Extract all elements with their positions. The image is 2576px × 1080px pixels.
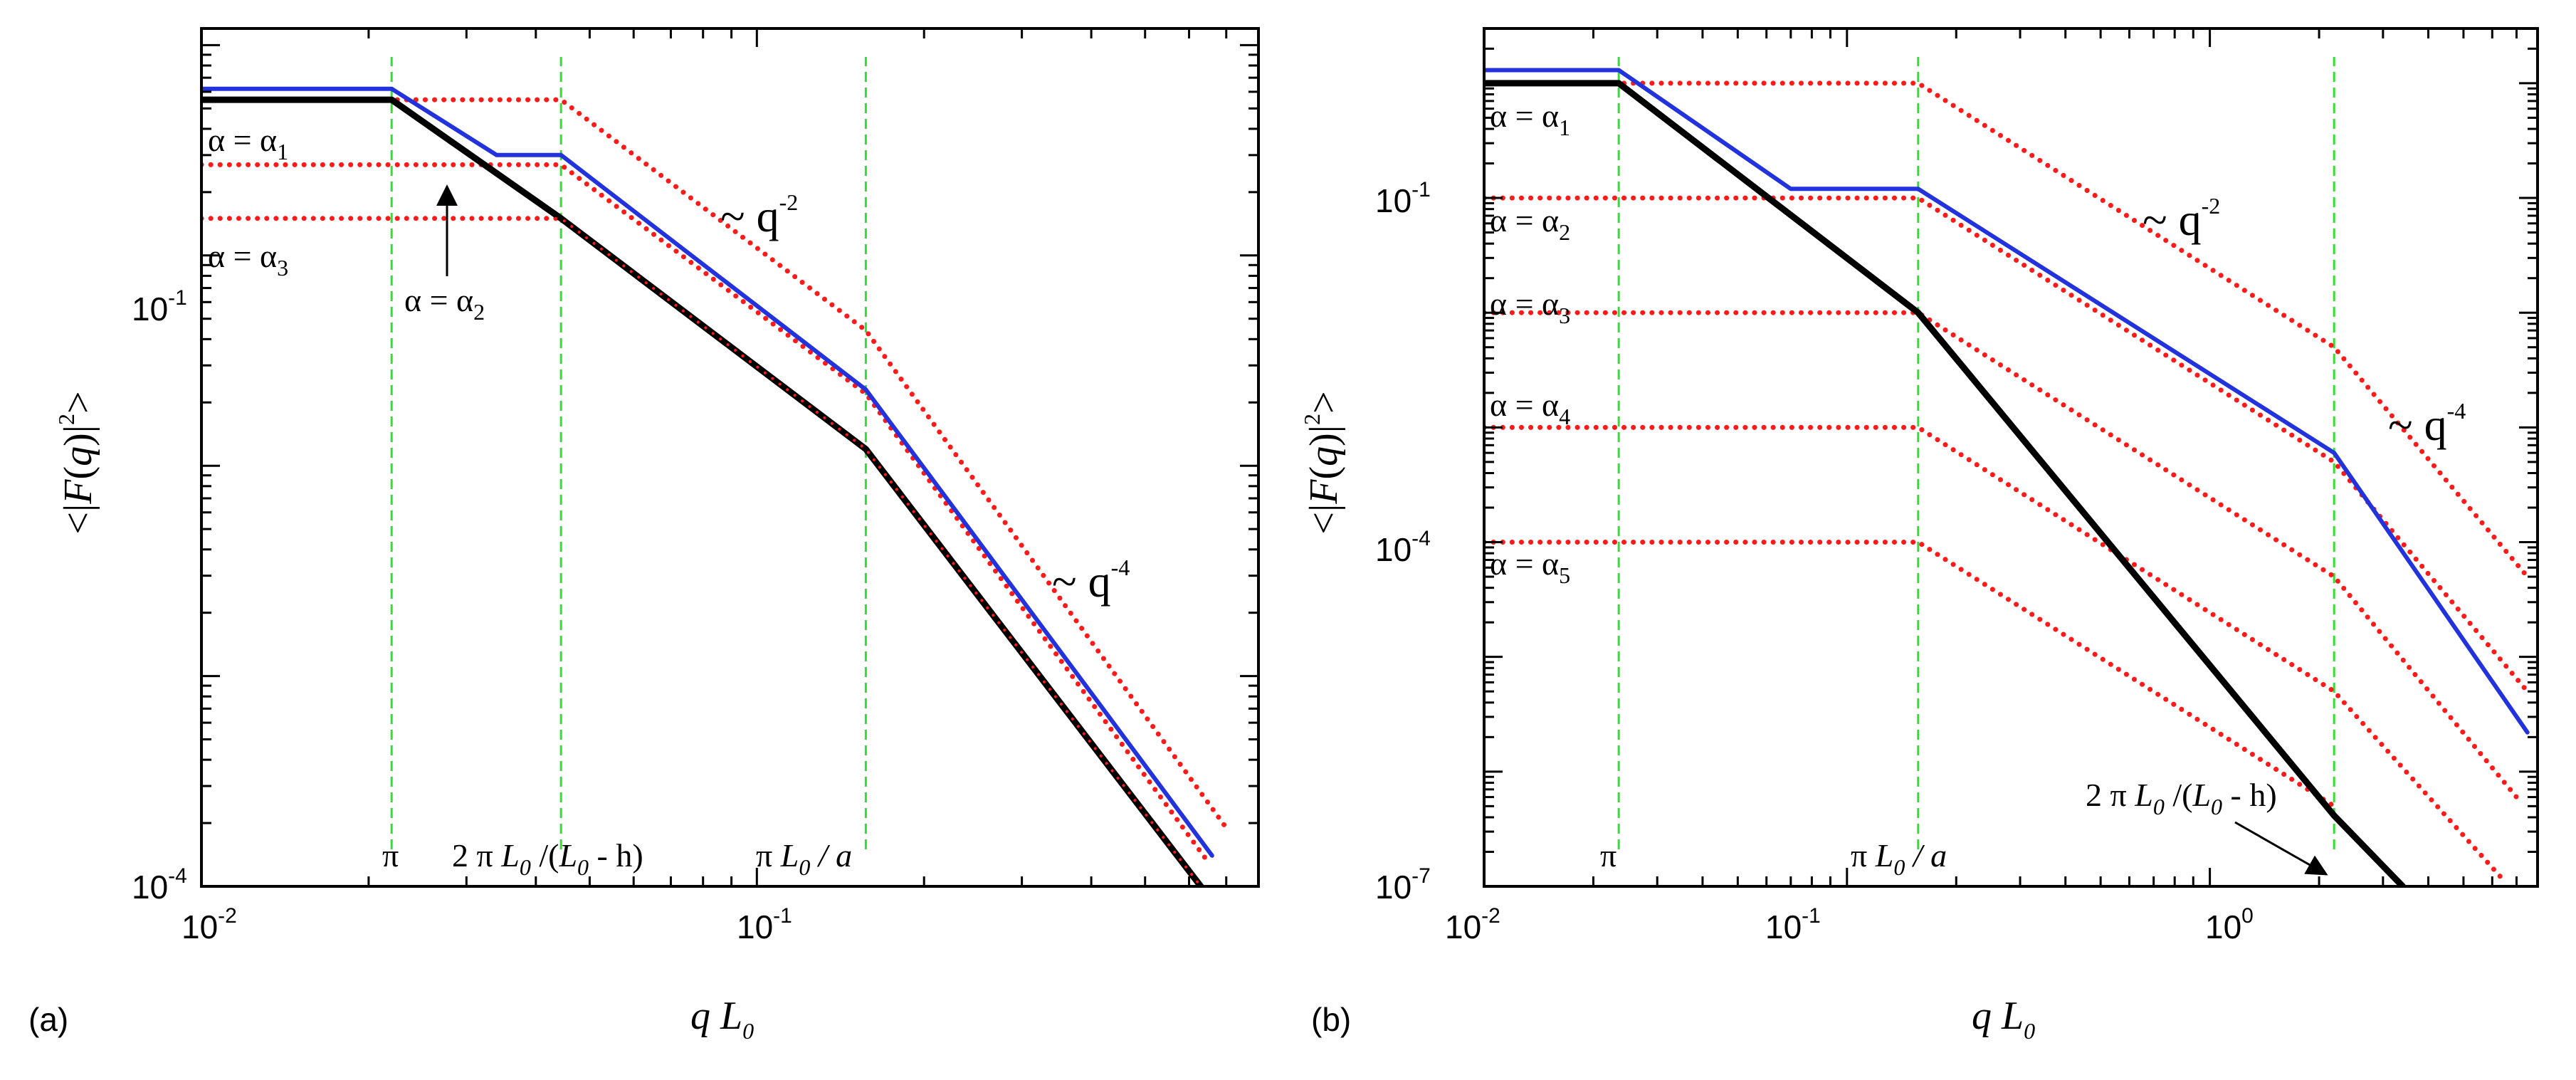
a-panel-tag: (a) <box>28 1001 68 1038</box>
a-alpha2-label: α = α2 <box>404 282 485 325</box>
a-xtick-1e-2: 10-2 <box>182 904 237 945</box>
b-alpha5-label: α = α5 <box>1490 545 1570 588</box>
b-alpha3-label: α = α3 <box>1490 285 1570 328</box>
a-tick-marks <box>200 28 1260 888</box>
b-series-dotted-alpha4 <box>1484 424 2508 884</box>
b-ytick-1e-7: 10-7 <box>1375 864 1431 906</box>
b-series-black-total <box>1484 80 2407 886</box>
b-series-dotted-alpha3 <box>1484 310 2519 800</box>
b-tick-marks <box>1483 27 2539 888</box>
b-guide-lines <box>1617 57 2335 849</box>
b-vline-label-twopi: 2 π L0 /(L0 - h) <box>2086 777 2277 819</box>
b-ytick-1e-1: 10-1 <box>1375 178 1431 219</box>
b-alpha2-label: α = α2 <box>1490 202 1570 245</box>
a-series-black-total <box>201 96 1204 886</box>
a-vline-label-pi: π <box>382 837 399 874</box>
b-xtick-1e-1: 10-1 <box>1765 904 1821 945</box>
a-alpha1-label: α = α1 <box>208 122 288 164</box>
b-xtick-1e-2: 10-2 <box>1445 904 1500 945</box>
b-panel-tag: (b) <box>1311 1001 1351 1038</box>
a-guide-lines <box>390 57 867 849</box>
b-plot-frame <box>1483 27 2539 888</box>
b-twopi-arrow <box>2234 821 2328 876</box>
b-series-dotted-alpha5 <box>1484 540 2337 809</box>
a-series-dotted-alpha3 <box>201 216 1204 886</box>
a-series-dotted-alpha3-overlay <box>201 216 1202 886</box>
b-alpha4-label: α = α4 <box>1490 387 1570 429</box>
panel-a: 10-2 10-1 10-1 10-4 q L0 <|F(q)|2> α = α… <box>28 27 1260 1044</box>
b-ytick-1e-4: 10-4 <box>1375 527 1431 568</box>
a-plot-frame <box>200 27 1260 888</box>
b-y-axis-label: <|F(q)|2> <box>1299 391 1346 534</box>
a-y-axis-label: <|F(q)|2> <box>53 391 100 534</box>
b-xtick-1e0: 100 <box>2205 904 2254 945</box>
a-series-group <box>201 86 1229 886</box>
a-series-blue-envelope <box>201 86 1214 858</box>
b-series-dotted-alpha1 <box>1484 80 2530 580</box>
panel-b: 10-2 10-1 100 10-1 10-4 10-7 q L0 <|F(q)… <box>1299 27 2539 1044</box>
b-series-dotted-alpha2 <box>1484 195 2530 694</box>
a-scaling-q-2: ~ q-2 <box>720 189 798 241</box>
b-scaling-q-2: ~ q-2 <box>2143 193 2220 245</box>
a-scaling-q-4: ~ q-4 <box>1052 555 1130 607</box>
a-ytick-1e-1: 10-1 <box>132 286 187 327</box>
a-series-dotted-alpha2 <box>201 162 1211 865</box>
b-series-blue-envelope <box>1484 68 2530 735</box>
a-vline-label-pila: π L0 / a <box>756 837 852 880</box>
b-scaling-q-4: ~ q-4 <box>2388 398 2466 450</box>
a-vline-label-twopi: 2 π L0 /(L0 - h) <box>452 837 643 880</box>
b-alpha1-label: α = α1 <box>1490 98 1570 140</box>
b-vline-label-pi: π <box>1600 837 1616 874</box>
a-ytick-1e-4: 10-4 <box>132 864 187 906</box>
b-series-group <box>1484 68 2530 886</box>
b-x-axis-label: q L0 <box>1972 994 2035 1044</box>
a-series-dotted-alpha1 <box>201 97 1229 831</box>
a-x-axis-label: q L0 <box>690 994 754 1044</box>
b-vline-label-pila: π L0 / a <box>1851 837 1947 880</box>
a-xtick-1e-1: 10-1 <box>737 904 792 945</box>
a-alpha3-label: α = α3 <box>208 238 288 281</box>
